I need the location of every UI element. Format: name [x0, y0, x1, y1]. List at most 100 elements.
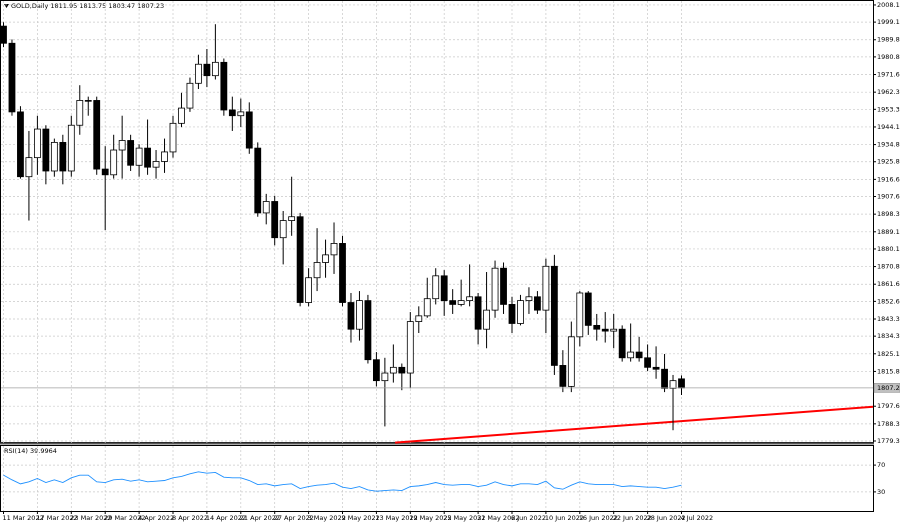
- candle-body: [432, 275, 440, 300]
- x-tick-label: 28 Jun 2022: [647, 514, 686, 522]
- y-tick-label: 1834.35: [877, 332, 900, 340]
- candle-body: [500, 267, 507, 305]
- rsi-header: RSI(14) 39.9964: [4, 447, 57, 455]
- x-tick-label: 6 Jun 2022: [511, 514, 546, 522]
- y-tick-label: 1953.35: [877, 105, 900, 113]
- open-value: 1811.95: [50, 2, 77, 10]
- candle-body: [457, 300, 465, 305]
- candle-body: [381, 372, 389, 382]
- y-tick-label: 1907.60: [877, 193, 900, 201]
- y-tick-label: 1852.60: [877, 297, 900, 305]
- candle-body: [491, 267, 499, 311]
- candle-body: [618, 328, 626, 359]
- candle-body: [76, 100, 84, 126]
- y-tick-label: 1880.10: [877, 245, 900, 253]
- candle-body: [610, 328, 618, 332]
- x-tick-label: 9 May 2022: [342, 514, 380, 522]
- y-tick-label: 1825.10: [877, 350, 900, 358]
- candle-body: [118, 140, 126, 151]
- candle-body: [288, 216, 296, 221]
- candle-body: [110, 149, 118, 176]
- candle-body: [254, 147, 262, 214]
- candle-body: [644, 357, 651, 368]
- candle-body: [237, 111, 245, 117]
- y-tick-label: 1989.85: [877, 36, 900, 44]
- candle-body: [186, 82, 194, 109]
- rsi-line: [3, 471, 682, 492]
- candle-body: [211, 61, 219, 77]
- candle-body: [356, 300, 363, 330]
- candle-body: [296, 216, 304, 303]
- candle-body: [17, 111, 24, 178]
- x-tick-label: 29 Mar 2022: [104, 514, 145, 522]
- x-tick-label: 23 Mar 2022: [70, 514, 111, 522]
- x-tick-label: 31 May 2022: [477, 514, 519, 522]
- x-tick-label: 17 Mar 2022: [36, 514, 77, 522]
- y-tick-label: 1934.85: [877, 141, 900, 149]
- candle-body: [474, 296, 482, 330]
- y-tick-label: 1944.10: [877, 123, 900, 131]
- low-value: 1803.47: [108, 2, 135, 10]
- candle-body: [661, 368, 668, 389]
- y-tick-label: 1889.10: [877, 228, 900, 236]
- candle-body: [195, 63, 202, 84]
- candle-body: [305, 277, 313, 303]
- x-tick-label: 8 Apr 2022: [172, 514, 208, 522]
- candle-body: [627, 351, 635, 359]
- candle-body: [542, 265, 550, 311]
- candle-body: [508, 304, 516, 324]
- x-tick-label: 10 Jun 2022: [545, 514, 584, 522]
- candle-body: [576, 292, 584, 338]
- x-tick-label: 14 Apr 2022: [206, 514, 246, 522]
- candle-body: [652, 366, 660, 370]
- candle-body: [415, 315, 423, 322]
- candle-body: [601, 328, 609, 332]
- candle-body: [584, 292, 592, 326]
- high-value: 1813.75: [79, 2, 106, 10]
- x-tick-label: 4 Jul 2022: [681, 514, 714, 522]
- x-tick-label: 3 May 2022: [308, 514, 346, 522]
- candle-body: [279, 220, 287, 239]
- y-tick-label: 1815.85: [877, 367, 900, 375]
- candle-body: [161, 151, 168, 162]
- close-value: 1807.23: [137, 2, 164, 10]
- rsi-title: RSI(14): [4, 447, 28, 455]
- candle-body: [534, 296, 541, 311]
- x-tick-label: 21 Apr 2022: [240, 514, 280, 522]
- current-price-label: 1807.23: [877, 384, 900, 392]
- candle-body: [559, 365, 567, 387]
- candle-body: [678, 378, 685, 389]
- y-tick-label: 30: [877, 488, 885, 496]
- rsi-value: 39.9964: [30, 447, 57, 455]
- candle-body: [220, 61, 228, 111]
- main-panel: [0, 0, 874, 443]
- candle-body: [364, 300, 372, 361]
- candle-body: [669, 380, 677, 389]
- candle-body: [127, 140, 135, 166]
- candle-body: [50, 141, 58, 172]
- y-tick-label: 1797.60: [877, 402, 900, 410]
- rsi-panel: [0, 445, 874, 512]
- candle-body: [152, 161, 160, 168]
- candle-body: [34, 128, 41, 159]
- candle-body: [517, 300, 524, 324]
- candle-body: [593, 324, 601, 330]
- candle-body: [550, 265, 558, 366]
- x-tick-label: 11 Mar 2022: [3, 514, 44, 522]
- y-tick-label: 1980.85: [877, 53, 900, 61]
- candle-body: [93, 100, 101, 170]
- candle-body: [406, 321, 414, 374]
- candle-body: [398, 366, 406, 374]
- candle-body: [339, 243, 346, 303]
- candle-body: [347, 302, 355, 330]
- chart-title: GOLD,Daily: [11, 2, 48, 10]
- current-price-box: [873, 383, 900, 393]
- y-tick-label: 1861.60: [877, 280, 900, 288]
- candle-body: [525, 296, 533, 302]
- y-tick-label: 1870.85: [877, 263, 900, 271]
- x-tick-label: 22 Jun 2022: [613, 514, 652, 522]
- candle-body: [245, 111, 253, 149]
- candle-body: [440, 275, 448, 302]
- candle-body: [330, 243, 338, 256]
